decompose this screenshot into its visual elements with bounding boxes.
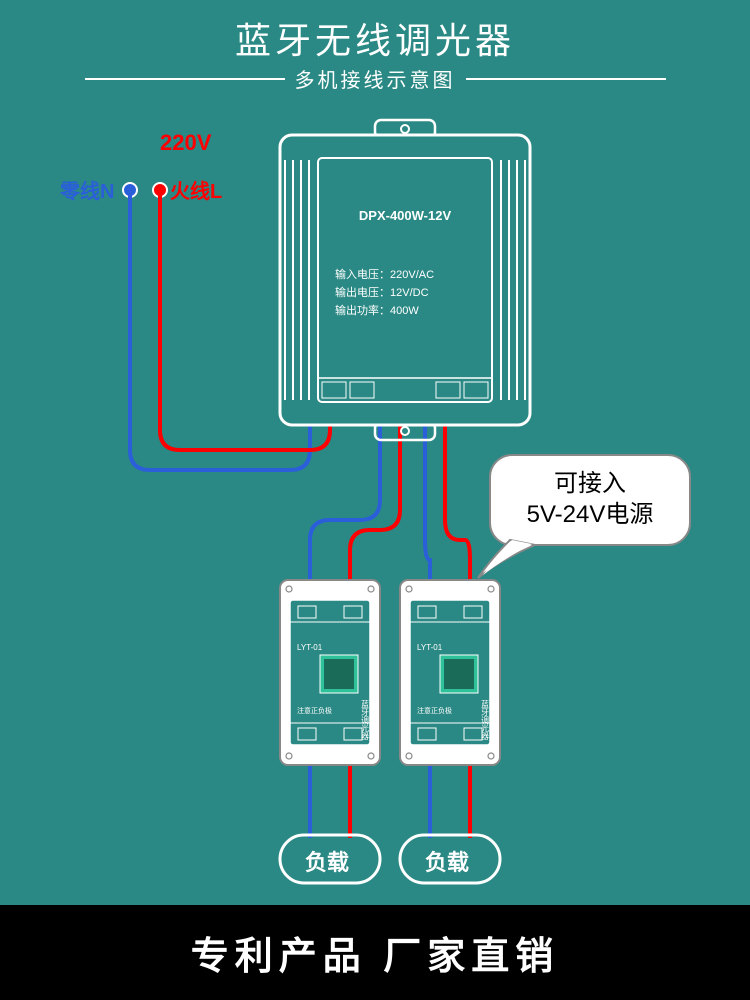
psu-spec-0: 输入电压：220V/AC (335, 267, 434, 281)
callout-text: 可接入 5V-24V电源 (490, 468, 690, 530)
live-label: 火线L (170, 175, 222, 204)
subtitle: 多机接线示意图 (295, 64, 456, 93)
load-1-text: 负载 (305, 845, 349, 877)
dimmer2-label: 蓝牙调光器 (481, 699, 490, 741)
page-title: 蓝牙无线调光器 (235, 12, 515, 64)
dimmer1-label: 蓝牙调光器 (361, 699, 370, 741)
psu-spec-2: 输出功率：400W (335, 303, 419, 317)
callout-line2: 5V-24V电源 (527, 501, 654, 528)
voltage-label: 220V (160, 130, 211, 156)
callout-line1: 可接入 (554, 470, 626, 497)
subtitle-row: 多机接线示意图 (0, 64, 750, 93)
psu-spec-1: 输出电压：12V/DC (335, 285, 429, 299)
subtitle-line-right (466, 78, 666, 80)
subtitle-line-left (85, 78, 285, 80)
neutral-terminal (123, 183, 137, 197)
footer-banner: 专利产品 厂家直销 (0, 905, 750, 1000)
wiring-svg: DPX-400W-12V 输入电压：220V/AC 输出电压：12V/DC 输出… (0, 0, 750, 905)
load-2-text: 负载 (425, 845, 469, 877)
neutral-label: 零线N (60, 175, 114, 204)
dimmer2-note: 注意正负极 (417, 706, 452, 715)
dimmer1-model: LYT-01 (297, 643, 323, 652)
psu-model: DPX-400W-12V (359, 208, 452, 223)
diagram-canvas: DPX-400W-12V 输入电压：220V/AC 输出电压：12V/DC 输出… (0, 0, 750, 905)
live-terminal (153, 183, 167, 197)
dimmer2-model: LYT-01 (417, 643, 443, 652)
dimmer1-note: 注意正负极 (297, 706, 332, 715)
